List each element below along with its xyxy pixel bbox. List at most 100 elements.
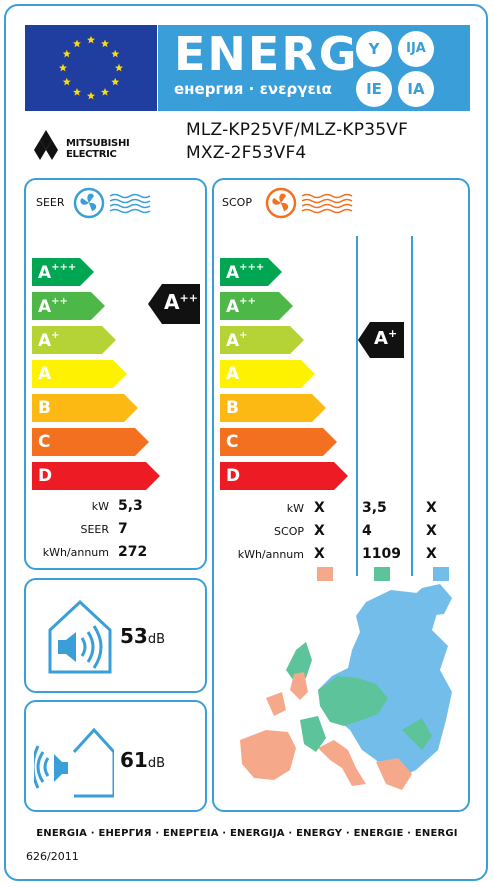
cooling-rating-letter: A	[164, 290, 180, 314]
cooling-class-letter: D	[38, 466, 53, 486]
cooling-class-arrow-shape	[32, 292, 105, 320]
cooling-row-label: kWh/annum	[42, 546, 109, 559]
cooling-class-letter: A+	[38, 330, 60, 351]
heating-class-arrow: A	[220, 360, 315, 388]
heating-class-arrow: D	[220, 462, 348, 490]
label-frame	[4, 4, 488, 881]
heating-fan-icon	[265, 187, 353, 219]
heating-class-arrow-shape	[220, 258, 282, 286]
warm-zone-region	[240, 672, 412, 790]
eu-star-icon	[87, 91, 95, 100]
cooling-panel: SEER A+++ A++ A+ A B C D A++ kW 5,3 SEER 7 kWh…	[24, 178, 207, 570]
heating-class-letter: A+	[226, 330, 248, 351]
column-divider	[356, 236, 358, 576]
lang-code-ija: IJA	[398, 31, 434, 67]
average-zone-region	[286, 642, 432, 752]
scop-label: SCOP	[222, 196, 252, 209]
heating-class-arrow: B	[220, 394, 326, 422]
heating-rating-arrow	[358, 322, 404, 358]
cooling-rating-arrow	[148, 284, 200, 324]
footer-languages: ENERGIA · ЕНЕРГИЯ · ΕΝΕΡΓΕΙΑ · ENERGIJA …	[36, 828, 458, 839]
outdoor-noise-panel: 61dB	[24, 700, 207, 812]
heating-class-letter: A+++	[226, 262, 265, 283]
cooling-class-arrow: A++	[32, 292, 105, 320]
cooling-class-arrow-shape	[32, 326, 116, 354]
cooling-class-arrow: D	[32, 462, 160, 490]
cooling-class-arrow-shape	[32, 360, 127, 388]
heating-class-arrow: A+++	[220, 258, 282, 286]
cooling-class-arrow-shape	[32, 462, 160, 490]
eu-star-icon	[62, 77, 71, 86]
heating-class-arrow-shape	[220, 394, 326, 422]
eu-star-icon	[73, 88, 81, 96]
cooling-class-arrow-shape	[32, 258, 94, 286]
cooling-class-sup: ++	[51, 296, 68, 307]
eu-star-icon	[101, 39, 109, 48]
cooling-class-arrow: A+++	[32, 258, 94, 286]
heating-class-sup: ++	[239, 296, 256, 307]
heating-row-label: kW	[286, 502, 304, 515]
eu-stars-icon	[59, 35, 123, 100]
eu-star-icon	[59, 63, 67, 72]
cooling-class-arrow: A	[32, 360, 127, 388]
cold-zone-swatch	[433, 567, 449, 581]
heating-row-value: X	[426, 523, 437, 539]
cooling-class-letter: A++	[38, 296, 68, 317]
cooling-rating-sup: ++	[179, 291, 198, 305]
heating-row-value: 4	[362, 523, 372, 539]
cooling-class-arrow-shape	[32, 428, 149, 456]
indoor-noise-panel: 53dB	[24, 578, 207, 693]
heating-row-value: X	[426, 546, 437, 562]
average-zone-swatch	[374, 567, 390, 581]
lang-code-ie: IE	[356, 71, 392, 107]
heating-class-arrow-shape	[220, 292, 293, 320]
cooling-class-sup: +++	[51, 262, 77, 273]
heating-row-value: X	[314, 500, 325, 516]
heating-class-arrow: A++	[220, 292, 293, 320]
cooling-class-letter: A	[38, 364, 52, 384]
cooling-row-value: 7	[118, 521, 128, 537]
heating-rating-letter: A	[374, 328, 388, 349]
cooling-rating-text: A++	[164, 290, 198, 314]
heating-class-arrow-shape	[220, 326, 304, 354]
column-divider	[411, 236, 413, 576]
cooling-row-value: 5,3	[118, 498, 143, 514]
indoor-noise-level: 53dB	[120, 624, 165, 648]
heating-row-label: kWh/annum	[237, 548, 304, 561]
heating-class-arrow-shape	[220, 428, 337, 456]
cooling-class-arrow: C	[32, 428, 149, 456]
heating-class-sup: +	[239, 330, 248, 341]
cooling-class-letter: B	[38, 398, 51, 418]
heating-row-value: X	[426, 500, 437, 516]
heating-class-letter: A	[226, 364, 240, 384]
cooling-row-value: 272	[118, 544, 148, 560]
heating-row-value: 1109	[362, 546, 401, 562]
outdoor-noise-level: 61dB	[120, 748, 165, 772]
cooling-row-label: SEER	[80, 523, 109, 536]
brand-name-line2: ELECTRIC	[66, 149, 117, 160]
eu-star-icon	[111, 77, 120, 86]
model-indoor: MLZ-KP25VF/MLZ-KP35VF	[186, 120, 409, 140]
cooling-class-arrow: A+	[32, 326, 116, 354]
cooling-fan-icon	[73, 187, 151, 219]
heating-class-sup: +++	[239, 262, 265, 273]
lang-code-ia: IA	[398, 71, 434, 107]
seer-label: SEER	[36, 196, 65, 209]
heating-class-arrow-shape	[220, 462, 348, 490]
heating-row-value: X	[314, 546, 325, 562]
cooling-class-arrow-shape	[32, 394, 138, 422]
heating-row-label: SCOP	[274, 525, 304, 538]
brand-logo: MITSUBISHI ELECTRIC	[28, 125, 168, 165]
brand-name: MITSUBISHI ELECTRIC	[66, 138, 130, 160]
heating-class-arrow: A+	[220, 326, 304, 354]
energy-title: ENERG	[174, 27, 359, 81]
heating-class-arrow-shape	[220, 360, 315, 388]
eu-star-icon	[101, 88, 109, 96]
model-outdoor: MXZ-2F53VF4	[186, 143, 307, 163]
warm-zone-swatch	[317, 567, 333, 581]
eu-flag	[25, 25, 157, 111]
heating-class-arrow: C	[220, 428, 337, 456]
eu-star-icon	[73, 39, 81, 48]
heating-class-letter: C	[226, 432, 239, 452]
